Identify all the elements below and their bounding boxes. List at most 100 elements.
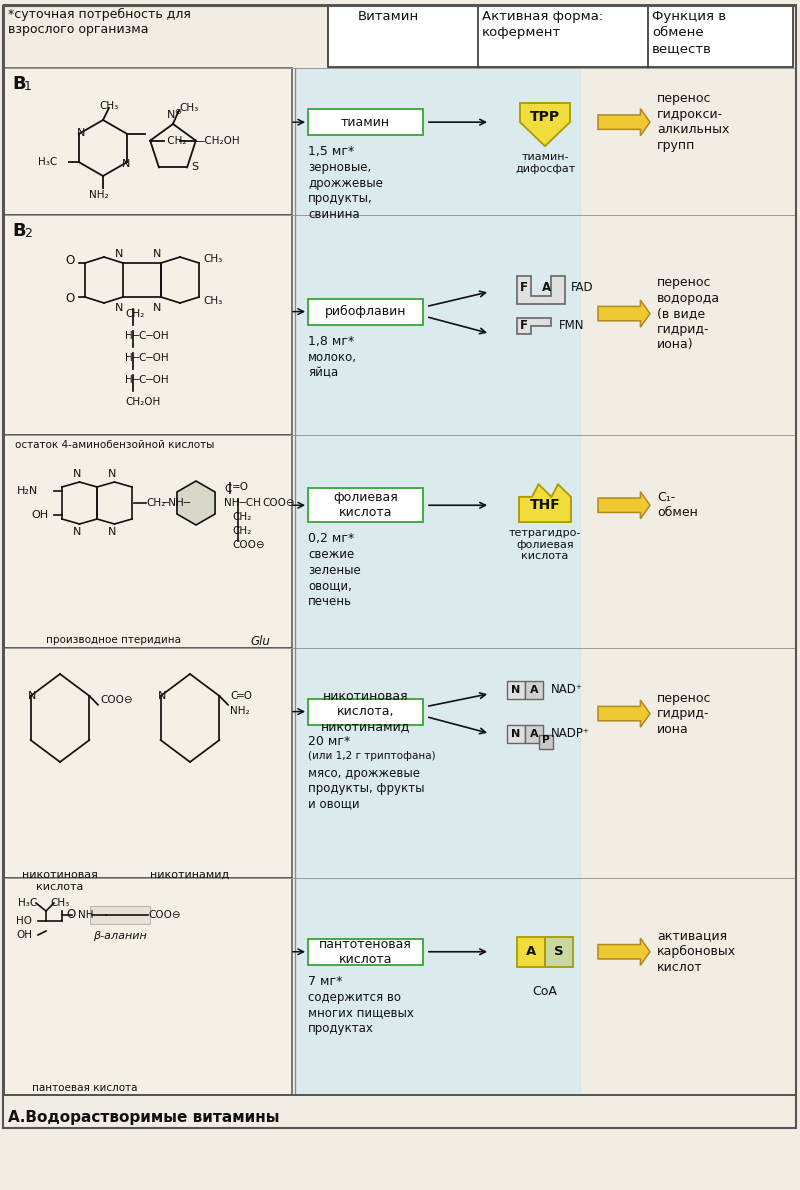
- Bar: [539, 734, 553, 749]
- Bar: [90, 906, 150, 923]
- Text: активация
карбоновых
кислот: активация карбоновых кислот: [657, 929, 736, 973]
- Text: B: B: [12, 223, 26, 240]
- Text: тиамин: тиамин: [341, 115, 390, 129]
- Text: A: A: [542, 281, 551, 294]
- Bar: [525, 725, 543, 743]
- Text: O: O: [66, 293, 75, 306]
- Text: тиамин-
дифосфат: тиамин- дифосфат: [515, 152, 575, 174]
- Bar: [4, 215, 292, 436]
- Text: рибофлавин: рибофлавин: [325, 305, 406, 318]
- Text: 0,2 мг*: 0,2 мг*: [308, 532, 354, 545]
- Text: фолиевая
кислота: фолиевая кислота: [333, 491, 398, 519]
- Text: CoA: CoA: [533, 985, 558, 997]
- Text: никотиновая
кислота: никотиновая кислота: [22, 870, 98, 891]
- Text: N: N: [115, 303, 123, 313]
- Text: N: N: [74, 527, 82, 537]
- Text: производное птеридина: производное птеридина: [46, 635, 181, 645]
- Text: CH₃: CH₃: [179, 104, 198, 113]
- Text: Glu: Glu: [250, 635, 270, 649]
- Text: CH₃: CH₃: [203, 253, 222, 264]
- Text: содержится во
многих пищевых
продуктах: содержится во многих пищевых продуктах: [308, 991, 414, 1035]
- Text: CH₂: CH₂: [164, 136, 186, 145]
- Text: перенос
водорода
(в виде
гидрид-
иона): перенос водорода (в виде гидрид- иона): [657, 276, 720, 351]
- Text: COO⊖: COO⊖: [232, 540, 265, 550]
- Text: 1,8 мг*: 1,8 мг*: [308, 334, 354, 347]
- Polygon shape: [598, 491, 650, 519]
- Text: свежие
зеленые
овощи,
печень: свежие зеленые овощи, печень: [308, 549, 361, 608]
- Bar: [308, 699, 423, 725]
- Text: H₃C: H₃C: [38, 157, 57, 167]
- Text: ─NH─: ─NH─: [162, 497, 190, 508]
- Text: F: F: [520, 281, 528, 294]
- Bar: [308, 939, 423, 965]
- Text: CH₂: CH₂: [125, 309, 144, 319]
- Polygon shape: [598, 300, 650, 327]
- Text: C: C: [230, 691, 238, 701]
- Text: S: S: [554, 945, 564, 958]
- Bar: [4, 68, 292, 215]
- Polygon shape: [520, 104, 570, 146]
- Text: NH: NH: [78, 910, 94, 920]
- Text: CH₂OH: CH₂OH: [125, 397, 160, 407]
- Polygon shape: [598, 700, 650, 727]
- Text: зерновые,
дрожжевые
продукты,
свинина: зерновые, дрожжевые продукты, свинина: [308, 161, 383, 220]
- Text: C₁-
обмен: C₁- обмен: [657, 491, 698, 520]
- Text: молоко,
яйца: молоко, яйца: [308, 351, 357, 380]
- Text: NAD⁺: NAD⁺: [551, 683, 583, 696]
- Text: S: S: [191, 162, 198, 173]
- Polygon shape: [598, 108, 650, 136]
- Text: CH₂: CH₂: [146, 497, 166, 508]
- Text: NH₂: NH₂: [89, 190, 109, 200]
- Text: N: N: [158, 691, 166, 701]
- Text: N: N: [153, 249, 161, 259]
- Bar: [308, 299, 423, 325]
- Text: N: N: [115, 249, 123, 259]
- Text: N: N: [167, 109, 175, 120]
- Text: THF: THF: [530, 499, 560, 512]
- Bar: [517, 937, 545, 966]
- Text: CH₃: CH₃: [50, 898, 70, 908]
- Polygon shape: [598, 938, 650, 965]
- Bar: [507, 681, 525, 699]
- Text: H─C─OH: H─C─OH: [125, 331, 169, 342]
- Text: тетрагидро-
фолиевая
кислота: тетрагидро- фолиевая кислота: [509, 528, 581, 562]
- Text: *суточная потребность для
взрослого организма: *суточная потребность для взрослого орга…: [8, 8, 191, 36]
- Text: COO⊖: COO⊖: [262, 497, 294, 508]
- Text: перенос
гидрокси-
алкильных
групп: перенос гидрокси- алкильных групп: [657, 93, 730, 152]
- Text: O: O: [66, 255, 75, 268]
- Text: N: N: [108, 527, 117, 537]
- Text: =O: =O: [236, 691, 253, 701]
- Text: —CH₂OH: —CH₂OH: [194, 136, 240, 145]
- Text: A: A: [530, 684, 538, 695]
- Polygon shape: [517, 276, 565, 303]
- Text: A: A: [526, 945, 536, 958]
- Text: N: N: [122, 159, 130, 169]
- Text: ⊕: ⊕: [174, 107, 182, 115]
- Text: Функция в
обмене
веществ: Функция в обмене веществ: [652, 10, 726, 55]
- Text: N: N: [153, 303, 161, 313]
- Text: CH₂: CH₂: [232, 526, 251, 536]
- Text: P: P: [542, 734, 550, 745]
- Text: мясо, дрожжевые
продукты, фрукты
и овощи: мясо, дрожжевые продукты, фрукты и овощи: [308, 766, 425, 810]
- Text: O: O: [66, 908, 75, 921]
- Text: N: N: [77, 129, 85, 138]
- Text: N: N: [28, 691, 37, 701]
- Bar: [545, 937, 573, 966]
- Polygon shape: [517, 318, 551, 333]
- Text: N: N: [74, 469, 82, 480]
- Text: NADP⁺: NADP⁺: [551, 727, 590, 740]
- Text: Витамин: Витамин: [358, 10, 419, 23]
- Text: NH─CH: NH─CH: [224, 497, 261, 508]
- Text: никотиновая
кислота,
никотинамид: никотиновая кислота, никотинамид: [321, 690, 410, 733]
- Text: NH₂: NH₂: [230, 707, 250, 716]
- Text: FMN: FMN: [559, 319, 585, 332]
- Text: 20 мг*: 20 мг*: [308, 734, 350, 747]
- Text: CH₃: CH₃: [99, 101, 118, 111]
- Text: β-аланин: β-аланин: [93, 931, 147, 941]
- Bar: [295, 68, 580, 1095]
- Text: FAD: FAD: [571, 281, 594, 294]
- Text: пантоевая кислота: пантоевая кислота: [32, 1083, 138, 1092]
- Bar: [4, 649, 292, 878]
- Text: перенос
гидрид-
иона: перенос гидрид- иона: [657, 691, 711, 735]
- Text: 1: 1: [24, 80, 32, 93]
